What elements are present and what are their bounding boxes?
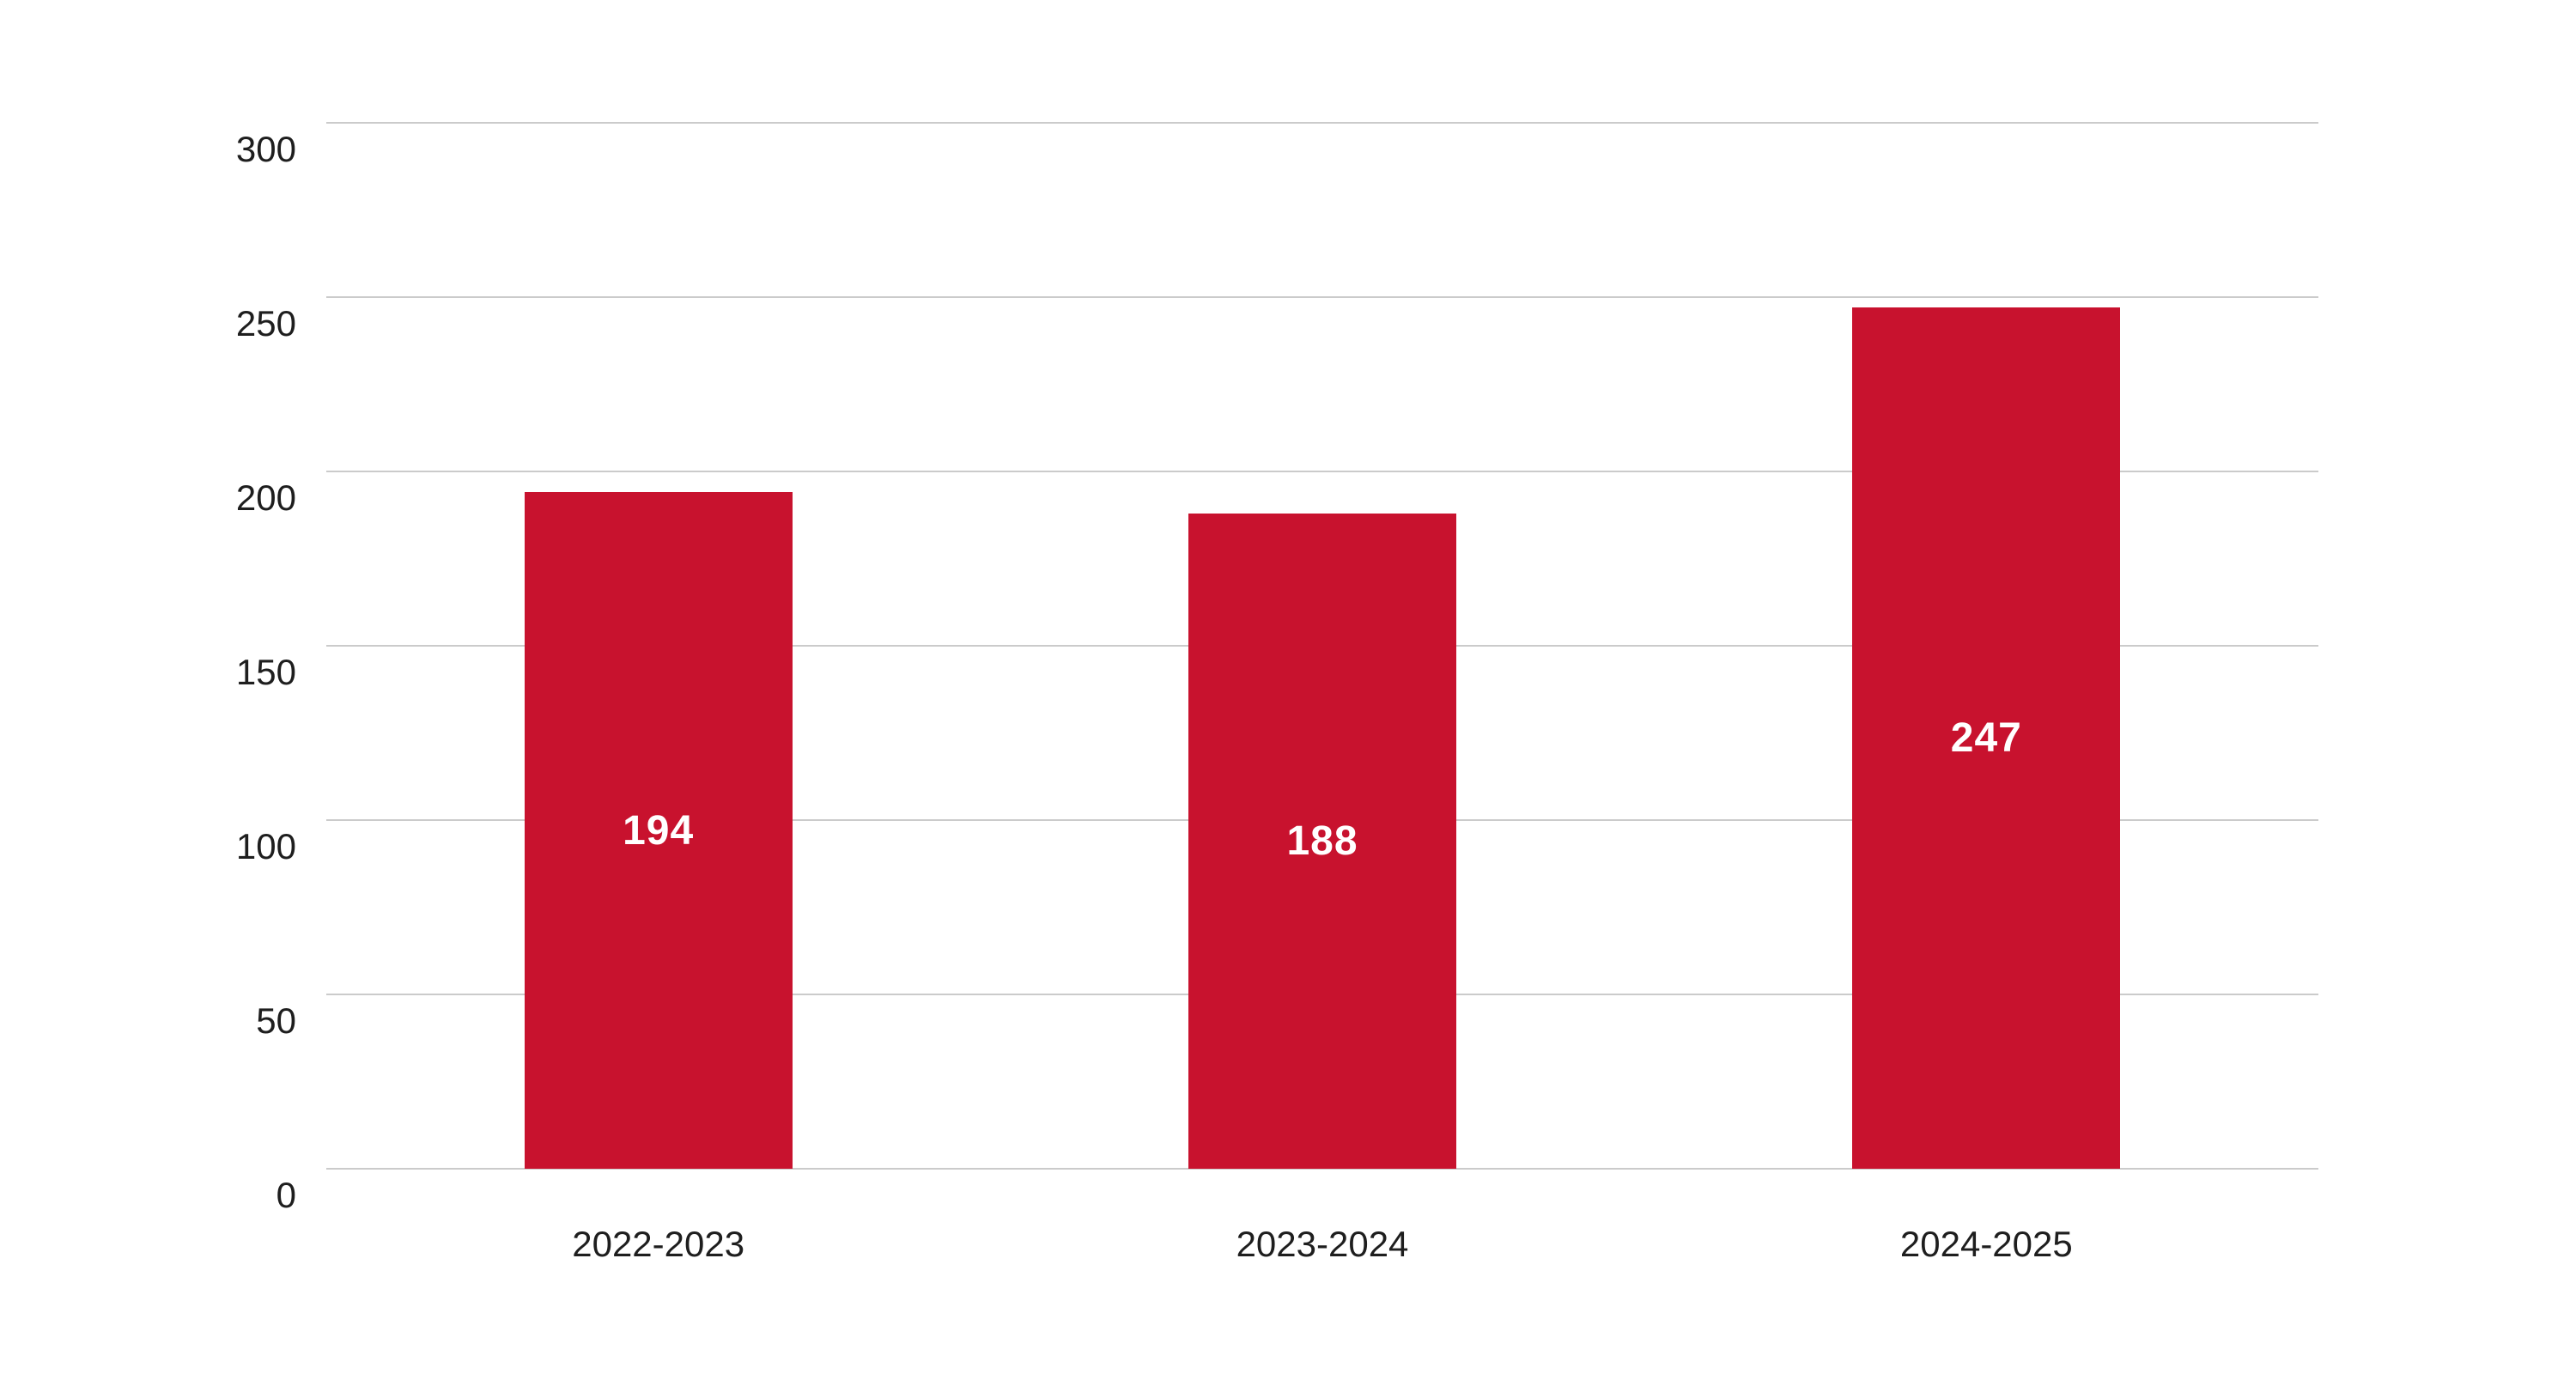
x-axis-tick-label: 2022-2023 [572, 1224, 745, 1264]
x-axis-tick-label: 2023-2024 [1236, 1224, 1409, 1264]
y-axis-tick-label: 50 [256, 1000, 296, 1041]
y-axis-tick-label: 150 [235, 652, 296, 692]
bar-value-label: 247 [1950, 715, 2022, 762]
x-axis-tick-label: 2024-2025 [1899, 1224, 2073, 1264]
bar-2022-2023: 194 [524, 492, 793, 1169]
y-axis-tick-label: 250 [235, 303, 296, 343]
y-axis-tick-label: 300 [235, 129, 296, 169]
bar-value-label: 188 [1286, 818, 1358, 864]
y-axis-tick-label: 100 [235, 826, 296, 866]
gridline [326, 1168, 2318, 1170]
y-axis-tick-label: 0 [276, 1175, 296, 1215]
bar-value-label: 194 [623, 807, 695, 854]
gridline [326, 471, 2318, 472]
bar-2024-2025: 247 [1852, 307, 2121, 1169]
gridline [326, 296, 2318, 298]
gridline [326, 122, 2318, 124]
bar-2023-2024: 188 [1188, 513, 1456, 1169]
y-axis-tick-label: 200 [235, 477, 296, 518]
plot-area: 194 188 247 [326, 122, 2318, 1170]
